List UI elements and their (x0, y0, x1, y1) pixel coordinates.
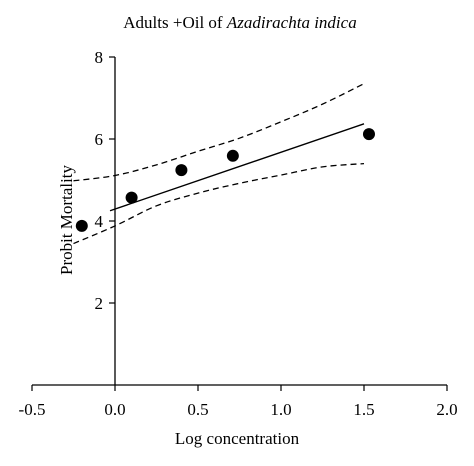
y-tick-label: 2 (95, 294, 104, 313)
chart-title-prefix: Adults +Oil of (123, 13, 227, 32)
x-tick-label: 2.0 (436, 400, 457, 419)
y-tick-label: 6 (95, 130, 104, 149)
y-tick-label: 8 (95, 48, 104, 67)
data-point (226, 149, 239, 162)
x-tick-label: 0.0 (104, 400, 125, 419)
chart-title-italic: Azadirachta indica (226, 13, 357, 32)
data-points (75, 128, 375, 232)
data-point (75, 219, 88, 232)
fit-line-group (109, 123, 365, 212)
lower-confidence-curve (73, 162, 365, 245)
upper-confidence-curve (73, 83, 365, 182)
x-tick-label: -0.5 (19, 400, 46, 419)
confidence-bands (73, 83, 365, 245)
y-axis-label: Probit Mortality (57, 164, 76, 275)
axes (31, 56, 448, 391)
data-point (125, 191, 138, 204)
data-point (362, 128, 375, 141)
chart-title: Adults +Oil of Azadirachta indica (123, 13, 356, 32)
x-axis-label: Log concentration (175, 429, 300, 448)
data-point (175, 164, 188, 177)
x-tick-label: 0.5 (187, 400, 208, 419)
tick-labels: -0.5 0.0 0.5 1.0 1.5 2.0 2 4 6 8 (19, 48, 458, 419)
x-tick-label: 1.5 (353, 400, 374, 419)
y-tick-label: 4 (95, 212, 104, 231)
x-tick-label: 1.0 (270, 400, 291, 419)
regression-line (109, 123, 365, 212)
